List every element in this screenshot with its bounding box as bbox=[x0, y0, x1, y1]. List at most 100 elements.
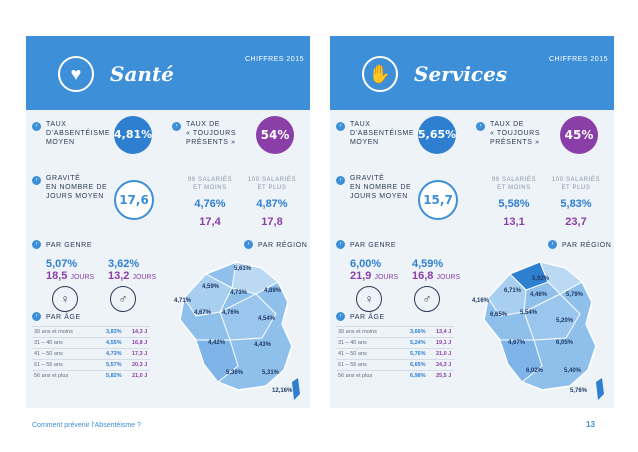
small-company-days: 17,4 bbox=[199, 216, 221, 228]
region-value: 6,05% bbox=[556, 340, 574, 346]
region-value: 5,79% bbox=[566, 292, 584, 298]
region-value: 4,89% bbox=[264, 288, 282, 294]
services-banner: ✋ Services CHIFFRES 2015 bbox=[330, 36, 614, 110]
gravite-value: 17,6 bbox=[114, 180, 154, 220]
region-value: 5,54% bbox=[520, 310, 538, 316]
france-map bbox=[483, 261, 604, 400]
absenteisme-value: 5,65% bbox=[418, 116, 456, 154]
region-value: 4,54% bbox=[258, 316, 276, 322]
large-company-days: 23,7 bbox=[565, 216, 587, 228]
small-company-head: 99 SALARIÉS ET MOINS bbox=[187, 177, 233, 191]
arrow-icon: › bbox=[32, 176, 41, 185]
region-value: 4,59% bbox=[202, 284, 220, 290]
small-company-pct: 4,76% bbox=[194, 198, 226, 210]
age-row: 51 – 55 ans 5,57% 20,3 J bbox=[32, 359, 150, 371]
services-title: Services bbox=[414, 62, 508, 86]
arrow-icon: › bbox=[336, 176, 345, 185]
age-label: PAR ÂGE bbox=[350, 314, 385, 321]
woman-icon: ♀ bbox=[356, 286, 382, 312]
region-value: 6,02% bbox=[526, 368, 544, 374]
toujours-label: TAUX DE « TOUJOURS PRÉSENTS » bbox=[186, 121, 237, 146]
age-row: 56 ans et plus 6,98% 25,5 J bbox=[336, 370, 454, 382]
toujours-value: 45% bbox=[560, 116, 598, 154]
small-company-head: 99 SALARIÉS ET MOINS bbox=[491, 177, 537, 191]
age-row: 31 – 40 ans 4,55% 16,8 J bbox=[32, 337, 150, 349]
age-row: 30 ans et moins 3,83% 14,3 J bbox=[32, 326, 150, 338]
arrow-icon: › bbox=[336, 122, 345, 131]
arrow-icon: › bbox=[476, 122, 485, 131]
region-value: 5,76% bbox=[570, 388, 588, 394]
homme-values: 4,59% 16,8 JOURS bbox=[412, 258, 461, 282]
region-value: 5,31% bbox=[262, 370, 280, 376]
region-value: 4,16% bbox=[472, 298, 490, 304]
large-company-pct: 5,83% bbox=[560, 198, 592, 210]
absenteisme-label: TAUX D’ABSENTÉISME MOYEN bbox=[350, 121, 415, 146]
genre-label: PAR GENRE bbox=[350, 242, 397, 249]
large-company-days: 17,8 bbox=[261, 216, 283, 228]
region-value: 5,20% bbox=[556, 318, 574, 324]
sante-banner: ♥ Santé CHIFFRES 2015 bbox=[26, 36, 310, 110]
sante-title: Santé bbox=[110, 62, 174, 86]
age-row: 30 ans et moins 3,66% 13,4 J bbox=[336, 326, 454, 338]
services-tag: CHIFFRES 2015 bbox=[548, 56, 608, 63]
arrow-icon: › bbox=[244, 240, 253, 249]
sante-tag: CHIFFRES 2015 bbox=[244, 56, 304, 63]
age-row: 41 – 50 ans 5,76% 21,0 J bbox=[336, 348, 454, 360]
arrow-icon: › bbox=[336, 240, 345, 249]
sante-panel: ♥ Santé CHIFFRES 2015 › TAUX D’ABSENTÉIS… bbox=[26, 36, 310, 408]
age-row: 31 – 40 ans 5,24% 19,1 J bbox=[336, 337, 454, 349]
age-table: 30 ans et moins 3,83% 14,3 J 31 – 40 ans 4,… bbox=[32, 326, 150, 382]
age-table: 30 ans et moins 3,66% 13,4 J 31 – 40 ans 5,… bbox=[336, 326, 454, 382]
region-value: 6,65% bbox=[490, 312, 508, 318]
arrow-icon: › bbox=[336, 312, 345, 321]
arrow-icon: › bbox=[548, 240, 557, 249]
region-label: PAR RÉGION bbox=[258, 242, 308, 249]
homme-values: 3,62% 13,2 JOURS bbox=[108, 258, 157, 282]
man-icon: ♂ bbox=[414, 286, 440, 312]
region-value: 4,76% bbox=[222, 310, 240, 316]
large-company-pct: 4,87% bbox=[256, 198, 288, 210]
services-panel: ✋ Services CHIFFRES 2015 › TAUX D’ABSENT… bbox=[330, 36, 614, 408]
toujours-value: 54% bbox=[256, 116, 294, 154]
gravite-label: GRAVITÉ EN NOMBRE DE JOURS MOYEN bbox=[46, 175, 108, 200]
region-value: 5,61% bbox=[234, 266, 252, 272]
absenteisme-label: TAUX D’ABSENTÉISME MOYEN bbox=[46, 121, 111, 146]
large-company-head: 100 SALARIÉS ET PLUS bbox=[551, 177, 601, 191]
region-value: 4,71% bbox=[174, 298, 192, 304]
genre-label: PAR GENRE bbox=[46, 242, 93, 249]
small-company-pct: 5,58% bbox=[498, 198, 530, 210]
region-value: 4,73% bbox=[230, 290, 248, 296]
man-icon: ♂ bbox=[110, 286, 136, 312]
handshake-icon: ✋ bbox=[362, 56, 398, 92]
region-value: 4,46% bbox=[530, 292, 548, 298]
age-label: PAR ÂGE bbox=[46, 314, 81, 321]
region-value: 4,67% bbox=[508, 340, 526, 346]
age-row: 51 – 55 ans 6,65% 24,3 J bbox=[336, 359, 454, 371]
region-value: 5,40% bbox=[564, 368, 582, 374]
toujours-label: TAUX DE « TOUJOURS PRÉSENTS » bbox=[490, 121, 541, 146]
region-value: 6,71% bbox=[504, 288, 522, 294]
gravite-label: GRAVITÉ EN NOMBRE DE JOURS MOYEN bbox=[350, 175, 412, 200]
region-value: 12,16% bbox=[272, 388, 293, 394]
arrow-icon: › bbox=[32, 122, 41, 131]
small-company-days: 13,1 bbox=[503, 216, 525, 228]
woman-icon: ♀ bbox=[52, 286, 78, 312]
region-value: 4,43% bbox=[254, 342, 272, 348]
region-value: 5,36% bbox=[226, 370, 244, 376]
footer-title: Comment prévenir l’Absentéisme ? bbox=[32, 422, 141, 429]
france-map bbox=[179, 261, 300, 400]
region-label: PAR RÉGION bbox=[562, 242, 612, 249]
femme-values: 6,00% 21,9 JOURS bbox=[350, 258, 399, 282]
age-row: 56 ans et plus 5,82% 21,0 J bbox=[32, 370, 150, 382]
age-row: 41 – 50 ans 4,73% 17,3 J bbox=[32, 348, 150, 360]
region-value: 4,42% bbox=[208, 340, 226, 346]
large-company-head: 100 SALARIÉS ET PLUS bbox=[247, 177, 297, 191]
absenteisme-value: 4,81% bbox=[114, 116, 152, 154]
region-value: 5,92% bbox=[532, 276, 550, 282]
arrow-icon: › bbox=[172, 122, 181, 131]
page-number: 13 bbox=[586, 420, 595, 429]
health-heart-icon: ♥ bbox=[58, 56, 94, 92]
region-value: 4,67% bbox=[194, 310, 212, 316]
arrow-icon: › bbox=[32, 240, 41, 249]
femme-values: 5,07% 18,5 JOURS bbox=[46, 258, 95, 282]
